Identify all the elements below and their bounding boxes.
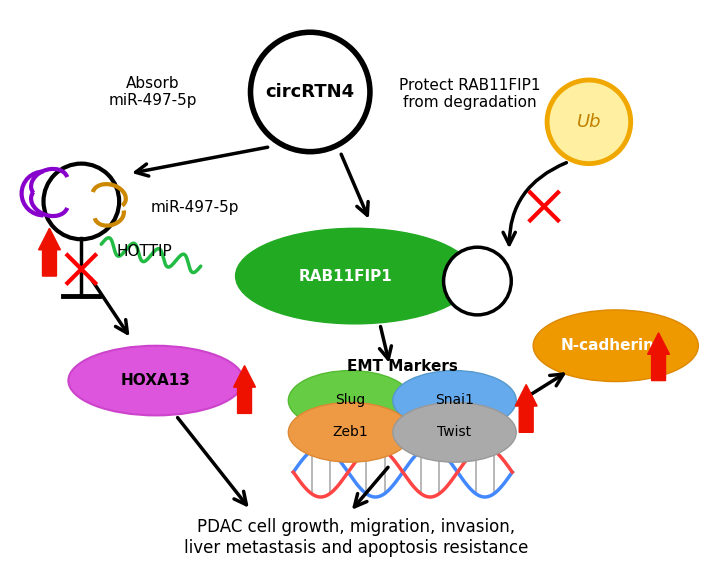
FancyArrow shape (38, 228, 61, 276)
Circle shape (43, 164, 119, 239)
FancyArrow shape (234, 365, 256, 414)
Ellipse shape (288, 371, 412, 431)
Text: miR-497-5p: miR-497-5p (151, 200, 239, 215)
Circle shape (444, 247, 511, 315)
Text: Absorb
miR-497-5p: Absorb miR-497-5p (109, 76, 197, 108)
Text: Zeb1: Zeb1 (333, 425, 368, 439)
Text: HOTTIP: HOTTIP (116, 243, 172, 259)
Text: circRTN4: circRTN4 (266, 83, 355, 101)
Text: Snai1: Snai1 (435, 393, 474, 407)
Ellipse shape (393, 403, 516, 462)
Text: HOXA13: HOXA13 (121, 373, 191, 388)
Circle shape (547, 80, 631, 164)
FancyArrow shape (515, 385, 537, 432)
Text: RAB11FIP1: RAB11FIP1 (298, 268, 392, 284)
Ellipse shape (68, 346, 244, 415)
Ellipse shape (393, 371, 516, 431)
Text: PDAC cell growth, migration, invasion,
liver metastasis and apoptosis resistance: PDAC cell growth, migration, invasion, l… (184, 518, 528, 557)
Ellipse shape (288, 403, 412, 462)
Ellipse shape (533, 310, 698, 382)
FancyArrow shape (648, 333, 669, 381)
Text: Protect RAB11FIP1
from degradation: Protect RAB11FIP1 from degradation (399, 78, 540, 110)
Text: Twist: Twist (437, 425, 471, 439)
Ellipse shape (236, 228, 474, 324)
Text: EMT Markers: EMT Markers (347, 359, 459, 374)
Text: Ub: Ub (577, 113, 601, 131)
Text: N-cadherin: N-cadherin (561, 338, 655, 353)
Text: Slug: Slug (335, 393, 365, 407)
Circle shape (251, 32, 370, 152)
